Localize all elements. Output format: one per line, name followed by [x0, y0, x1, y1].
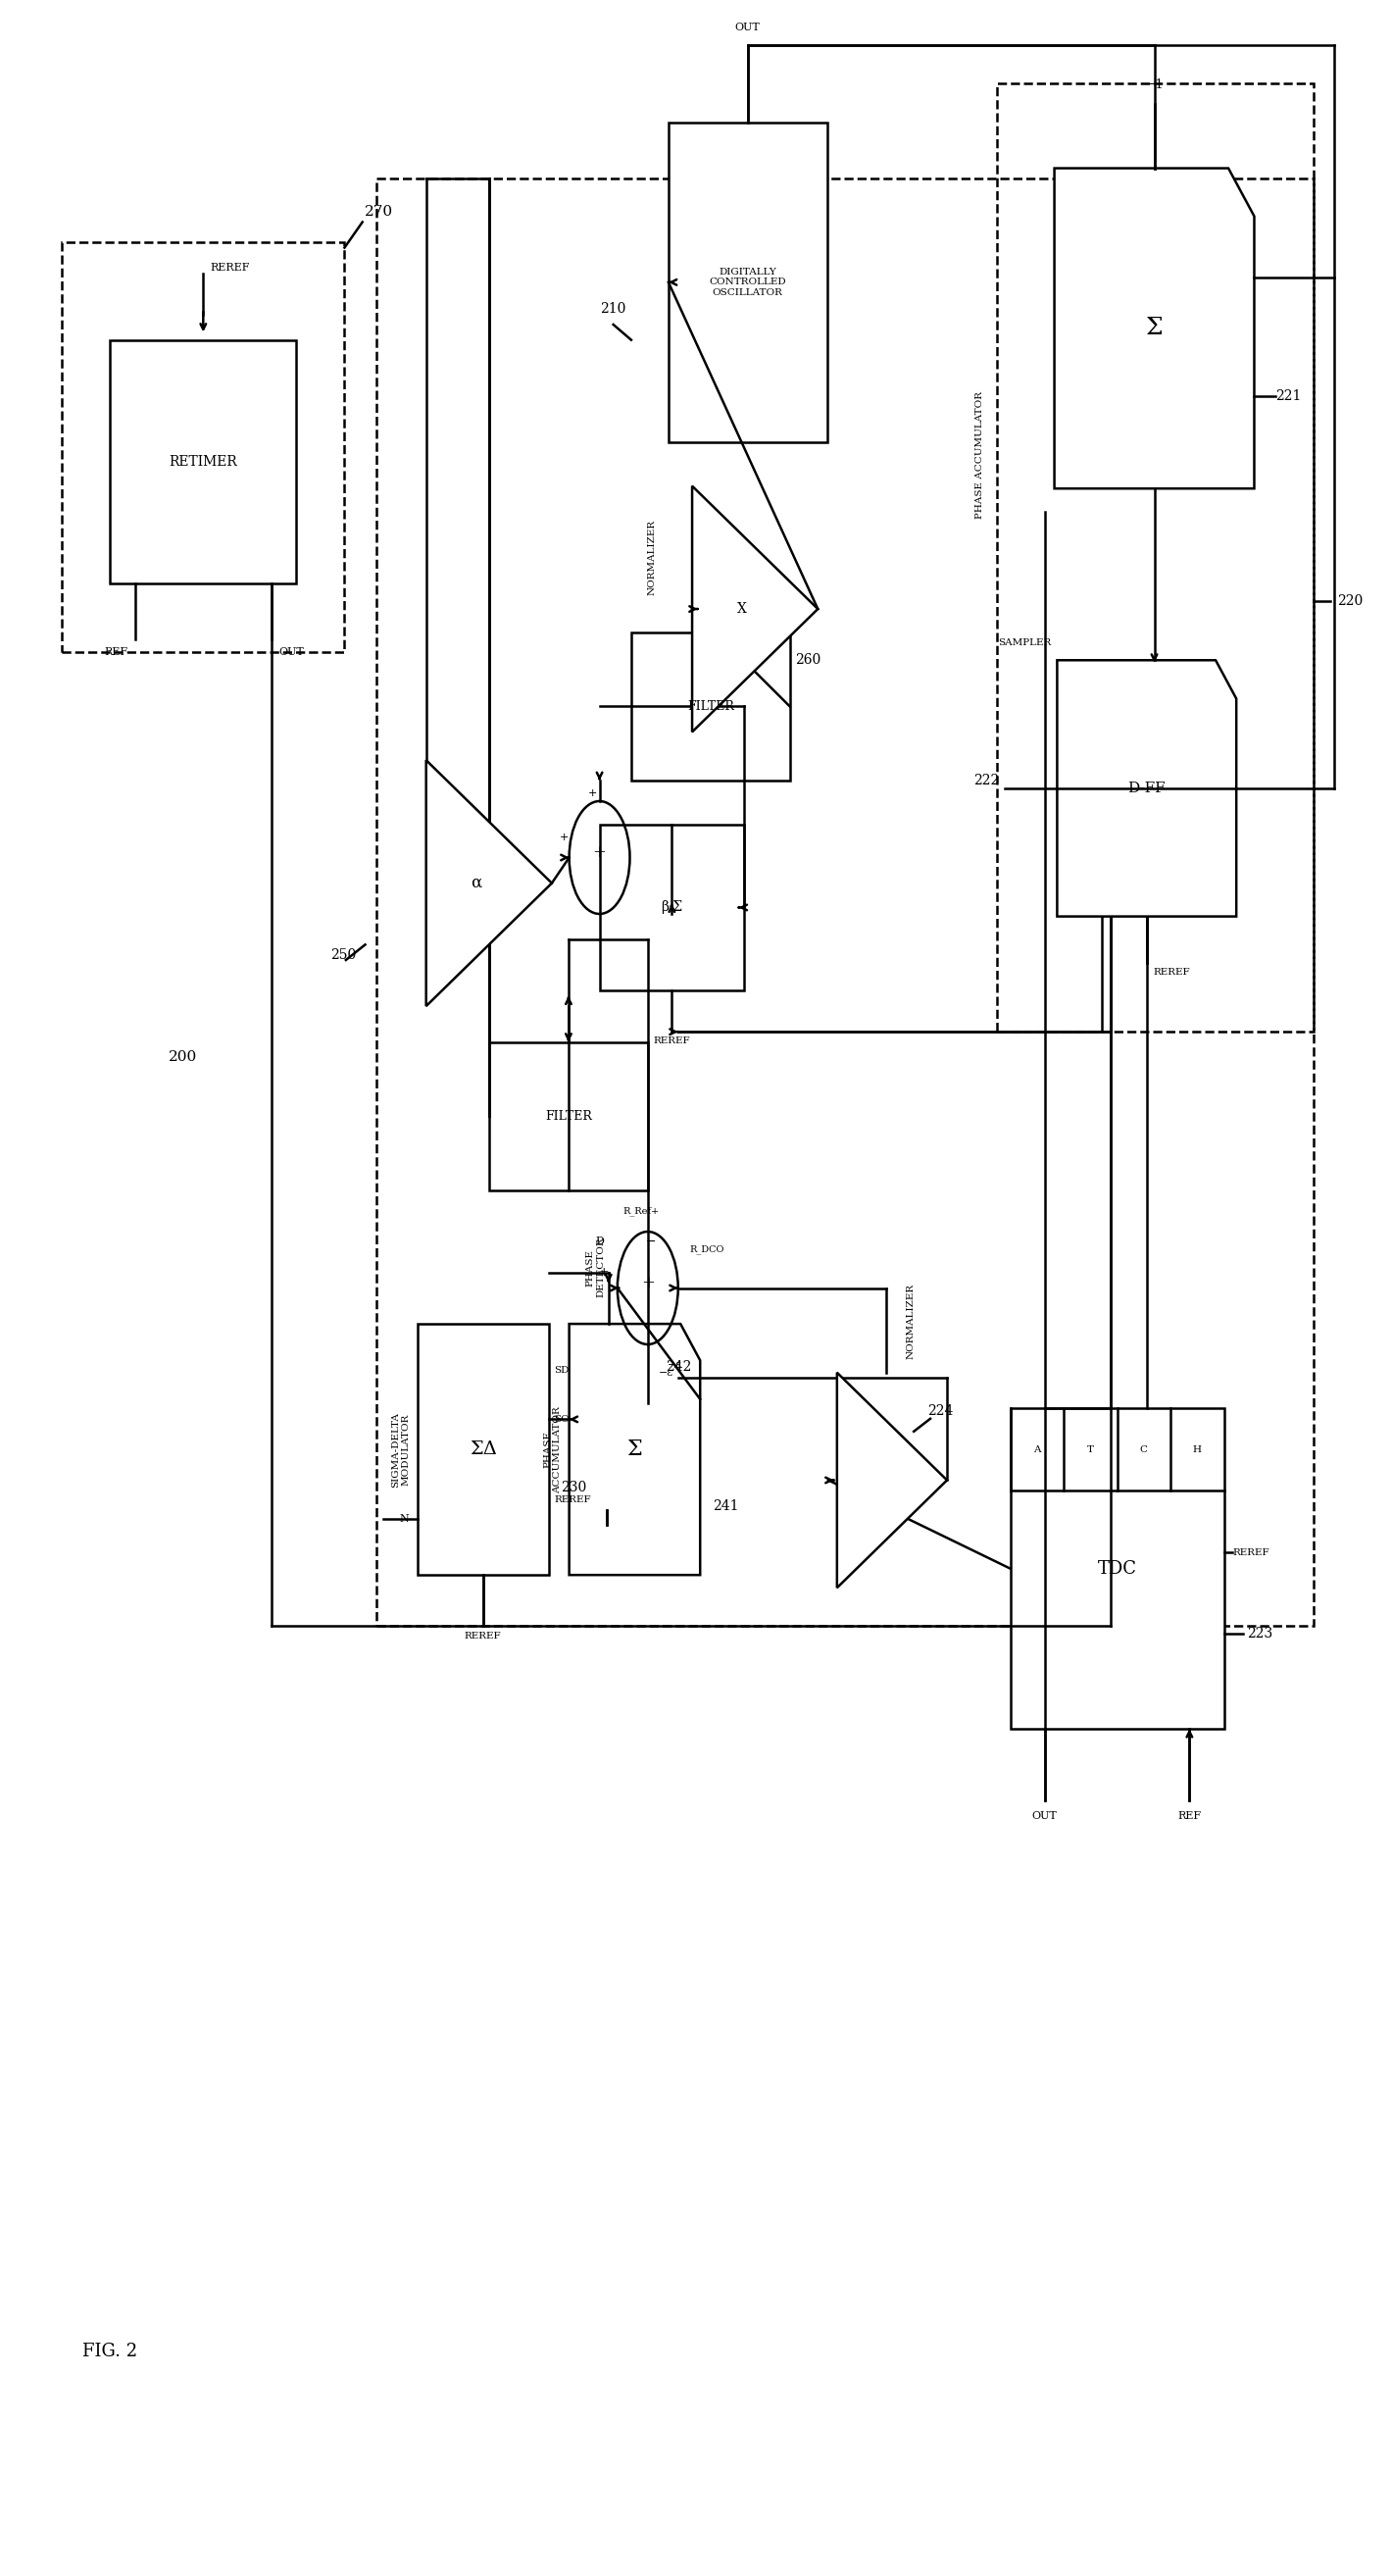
Text: −1: −1: [1146, 80, 1164, 90]
Text: +: +: [593, 845, 607, 860]
Text: X: X: [736, 603, 746, 616]
Text: REREF: REREF: [210, 263, 249, 273]
Polygon shape: [837, 1373, 947, 1587]
Text: T: T: [1087, 1445, 1094, 1453]
Text: DIGITALLY
CONTROLLED
OSCILLATOR: DIGITALLY CONTROLLED OSCILLATOR: [709, 268, 786, 296]
Text: −: −: [646, 1236, 656, 1249]
Text: A: A: [1033, 1445, 1041, 1453]
Bar: [1011, 1409, 1224, 1728]
Text: 270: 270: [365, 206, 394, 219]
Text: +: +: [587, 788, 597, 799]
Bar: [61, 242, 344, 652]
Text: Σ: Σ: [1146, 317, 1162, 340]
Text: C: C: [1140, 1445, 1148, 1453]
Text: RETIMER: RETIMER: [168, 456, 238, 469]
Text: −ε: −ε: [667, 1360, 682, 1370]
Text: PHASE ACCUMULATOR: PHASE ACCUMULATOR: [976, 392, 984, 518]
Bar: [668, 121, 827, 443]
Bar: [376, 178, 1314, 1625]
Bar: [600, 824, 745, 992]
Polygon shape: [569, 1324, 700, 1574]
Text: SIGMA-DELTA
MODULATOR: SIGMA-DELTA MODULATOR: [391, 1412, 411, 1486]
Text: R_DCO: R_DCO: [689, 1244, 724, 1255]
Text: OUT: OUT: [278, 647, 303, 657]
Bar: [110, 340, 296, 582]
Text: D: D: [594, 1236, 604, 1247]
Text: 250: 250: [331, 948, 356, 961]
Text: NORMALIZER: NORMALIZER: [647, 520, 656, 595]
Text: 200: 200: [168, 1051, 198, 1064]
Text: OUT: OUT: [1031, 1811, 1058, 1821]
Text: REF: REF: [104, 647, 128, 657]
Text: SO: SO: [554, 1414, 569, 1425]
Text: 224: 224: [927, 1404, 954, 1417]
Text: FIG. 2: FIG. 2: [82, 2342, 138, 2360]
Text: N: N: [400, 1515, 409, 1522]
Text: REF: REF: [1178, 1811, 1201, 1821]
Text: 223: 223: [1247, 1628, 1274, 1641]
Text: REREF: REREF: [653, 1038, 690, 1046]
Polygon shape: [692, 487, 818, 732]
Text: D-FF: D-FF: [1128, 781, 1165, 796]
Text: 242: 242: [665, 1360, 692, 1373]
Text: +: +: [640, 1275, 654, 1291]
Bar: [418, 1324, 548, 1574]
Text: SD: SD: [554, 1365, 569, 1376]
Text: NORMALIZER: NORMALIZER: [906, 1283, 916, 1360]
Text: REREF: REREF: [554, 1494, 592, 1504]
Bar: [997, 82, 1314, 1033]
Text: REREF: REREF: [1232, 1548, 1270, 1556]
Polygon shape: [1054, 167, 1254, 489]
Text: FILTER: FILTER: [688, 701, 734, 714]
Text: α: α: [470, 876, 482, 891]
Text: −ε: −ε: [658, 1368, 674, 1378]
Bar: [489, 1043, 647, 1190]
Text: 210: 210: [600, 301, 625, 317]
Text: 222: 222: [973, 773, 999, 788]
Text: 260: 260: [795, 654, 821, 667]
Text: SAMPLER: SAMPLER: [998, 639, 1051, 647]
Text: TDC: TDC: [1097, 1558, 1137, 1577]
Text: +: +: [599, 1267, 608, 1280]
Text: +: +: [560, 832, 568, 842]
Text: 241: 241: [713, 1499, 739, 1512]
Text: FILTER: FILTER: [546, 1110, 592, 1123]
Polygon shape: [426, 760, 551, 1007]
Text: PHASE
DETECTOR: PHASE DETECTOR: [586, 1236, 606, 1298]
Text: REREF: REREF: [465, 1631, 501, 1641]
Text: β·Σ: β·Σ: [661, 902, 682, 914]
Bar: [631, 631, 789, 781]
Text: OUT: OUT: [735, 23, 760, 33]
Text: PHASE
ACCUMULATOR: PHASE ACCUMULATOR: [543, 1406, 562, 1494]
Text: ΣΔ: ΣΔ: [469, 1440, 497, 1458]
Text: H: H: [1193, 1445, 1201, 1453]
Text: REREF: REREF: [1154, 969, 1190, 976]
Text: 221: 221: [1275, 389, 1300, 404]
Text: Σ: Σ: [626, 1437, 642, 1461]
Text: 220: 220: [1336, 595, 1363, 608]
Polygon shape: [1057, 659, 1236, 917]
Text: 230: 230: [561, 1481, 586, 1494]
Text: R_Ref+: R_Ref+: [624, 1206, 660, 1216]
